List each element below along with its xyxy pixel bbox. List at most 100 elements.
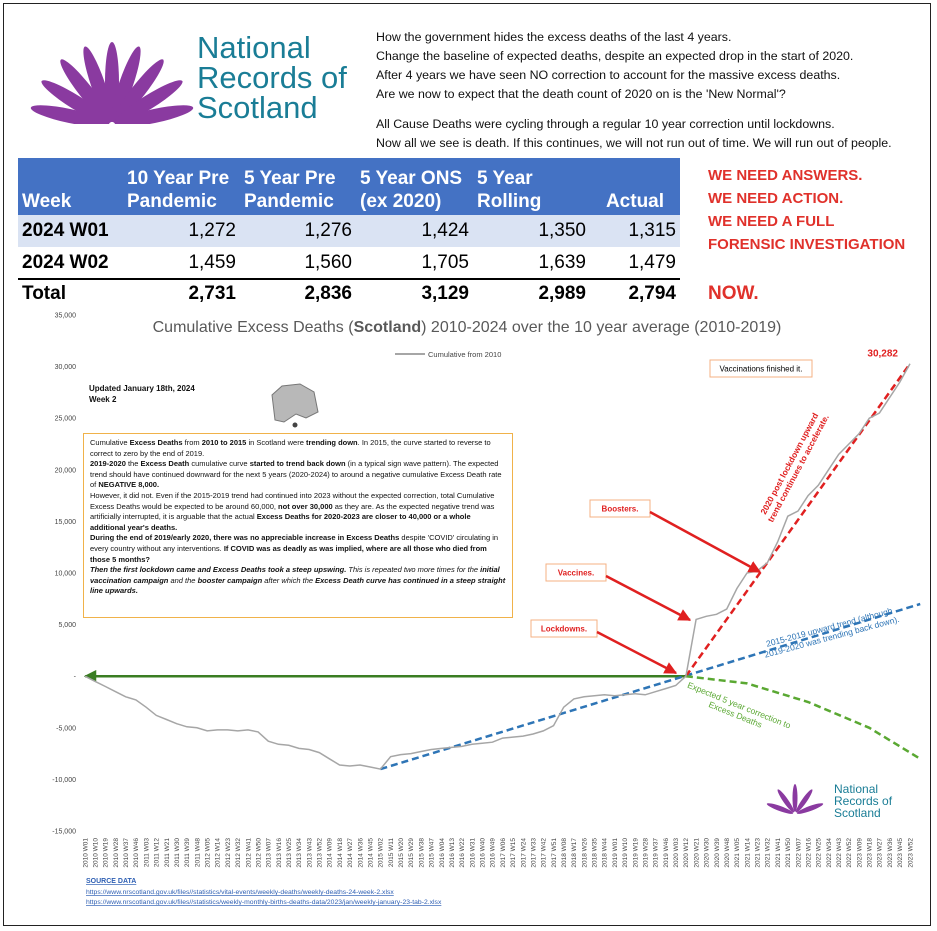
logo-text: Records of <box>197 60 347 95</box>
x-tick-label: 2023 W09 <box>856 838 863 868</box>
cell-value: 2,731 <box>123 278 240 307</box>
x-tick-label: 2021 W41 <box>775 838 782 868</box>
header-line: Change the baseline of expected deaths, … <box>376 49 854 63</box>
row-label: Total <box>18 278 123 307</box>
callout-text: trending down <box>305 438 358 447</box>
annotation-arrow <box>596 630 678 675</box>
x-tick-label: 2020 W12 <box>683 838 690 868</box>
callout-text: in Scotland were <box>246 438 306 447</box>
callout-text: and the <box>168 575 198 585</box>
callout-paragraph: However, it did not. Even if the 2015-20… <box>90 491 506 533</box>
x-tick-label: 2020 W48 <box>724 838 731 868</box>
logo-text-small: Records of <box>834 794 893 808</box>
x-tick-label: 2019 W19 <box>632 838 639 868</box>
x-tick-label: 2015 W11 <box>388 838 395 868</box>
x-tick-label: 2014 W45 <box>367 838 374 868</box>
x-tick-label: 2015 W02 <box>378 838 385 868</box>
annotation-box <box>589 499 651 518</box>
demand-text: NOW. <box>708 283 759 304</box>
column-header: 10 Year Pre Pandemic <box>123 158 240 215</box>
x-tick-label: 2010 W28 <box>113 838 120 868</box>
trend-label: trend continues to accelerate. <box>765 413 830 524</box>
x-tick-label: 2022 W34 <box>826 838 833 868</box>
x-tick-label: 2021 W05 <box>734 838 741 868</box>
callout-text: started to trend back down <box>249 459 346 469</box>
x-tick-label: 2019 W28 <box>642 838 649 868</box>
cell-value: 2,836 <box>240 278 356 307</box>
x-tick-label: 2019 W37 <box>653 838 660 868</box>
title-part: Cumulative Excess Deaths ( <box>153 319 355 336</box>
title-part: Scotland <box>354 319 422 336</box>
x-tick-label: 2010 W46 <box>133 838 140 868</box>
cell-value: 1,639 <box>473 247 590 279</box>
callout-text: 2010 to 2015 <box>201 438 247 447</box>
x-tick-label: 2010 W37 <box>123 838 130 868</box>
header-line: Are we now to expect that the death coun… <box>376 87 786 101</box>
x-tick-label: 2014 W09 <box>327 838 334 868</box>
x-tick-label: 2016 W04 <box>439 838 446 868</box>
x-tick-label: 2017 W15 <box>510 838 517 868</box>
x-tick-label: 2017 W51 <box>551 838 558 868</box>
annotation-box <box>530 619 598 638</box>
callout-paragraph: During the end of 2019/early 2020, there… <box>90 533 506 565</box>
x-tick-label: 2013 W43 <box>306 838 313 868</box>
x-tick-label: 2016 W40 <box>480 838 487 868</box>
annotation-box <box>545 563 607 582</box>
callout-text: cumulative curve <box>189 459 250 469</box>
cell-value: 2,989 <box>473 278 590 307</box>
callout-text: as they are. As the expected negative tr… <box>90 501 495 522</box>
x-tick-label: 2010 W01 <box>82 838 89 868</box>
x-tick-label: 2021 W50 <box>785 838 792 868</box>
trend-label: Expected 5 year correction to <box>686 680 793 731</box>
callout-text: the <box>125 459 141 469</box>
x-tick-label: 2014 W18 <box>337 838 344 868</box>
x-tick-label: 2016 W31 <box>469 838 476 868</box>
y-tick-label: 15,000 <box>55 519 77 526</box>
x-tick-label: 2015 W47 <box>429 838 436 868</box>
trend-line <box>685 674 921 760</box>
x-tick-label: 2018 W17 <box>571 838 578 868</box>
value-label: 30,282 <box>867 349 898 360</box>
x-tick-label: 2011 W30 <box>174 838 181 868</box>
annotation-arrow <box>605 574 692 622</box>
header-line: All Cause Deaths were cycling through a … <box>376 117 835 131</box>
x-tick-label: 2023 W27 <box>877 838 884 868</box>
x-tick-label: 2010 W19 <box>103 838 110 868</box>
x-tick-label: 2011 W39 <box>184 838 191 868</box>
row-label: 2024 W02 <box>18 247 123 279</box>
x-tick-label: 2015 W29 <box>408 838 415 868</box>
callout-box: Cumulative Excess Deaths from 2010 to 20… <box>83 433 513 618</box>
x-tick-label: 2019 W10 <box>622 838 629 868</box>
x-tick-label: 2016 W49 <box>490 838 497 868</box>
x-tick-label: 2018 W35 <box>592 838 599 868</box>
column-header: Week <box>18 158 123 215</box>
table-row: Total 2,731 2,836 3,129 2,989 2,794 <box>18 278 680 307</box>
x-tick-label: 2015 W20 <box>398 838 405 868</box>
y-tick-label: 25,000 <box>55 416 77 423</box>
table-container: Week 10 Year Pre Pandemic 5 Year Pre Pande… <box>18 158 680 307</box>
y-tick-label: -10,000 <box>52 777 76 784</box>
annotation-text: Vaccines. <box>558 569 594 578</box>
callout-text: During the end of 2019/early 2020, there… <box>90 533 400 543</box>
logo-text-small: National <box>834 782 878 796</box>
callout-text: initial vaccination campaign <box>90 565 500 585</box>
x-tick-label: 2013 W25 <box>286 838 293 868</box>
callout-text: NEGATIVE 8,000. <box>98 480 160 490</box>
chart-title: Cumulative Excess Deaths (Scotland) 2010… <box>153 319 782 336</box>
y-tick-label: 5,000 <box>58 622 76 629</box>
x-tick-label: 2023 W18 <box>867 838 874 868</box>
x-tick-label: 2012 W50 <box>255 838 262 868</box>
x-tick-label: 2013 W52 <box>317 838 324 868</box>
cell-value: 1,350 <box>473 215 590 247</box>
frame <box>3 3 931 926</box>
x-tick-label: 2020 W30 <box>704 838 711 868</box>
callout-text: This is repeated two more times for the <box>346 565 481 575</box>
callout-text: Then the first lockdown came and Excess … <box>90 565 347 575</box>
x-tick-label: 2023 W36 <box>887 838 894 868</box>
column-header: Actual <box>590 158 680 215</box>
callout-text: after which the <box>262 575 316 585</box>
x-tick-label: 2020 W21 <box>693 838 700 868</box>
data-line <box>84 363 911 770</box>
table-row: 2024 W02 1,459 1,560 1,705 1,639 1,479 <box>18 247 680 279</box>
